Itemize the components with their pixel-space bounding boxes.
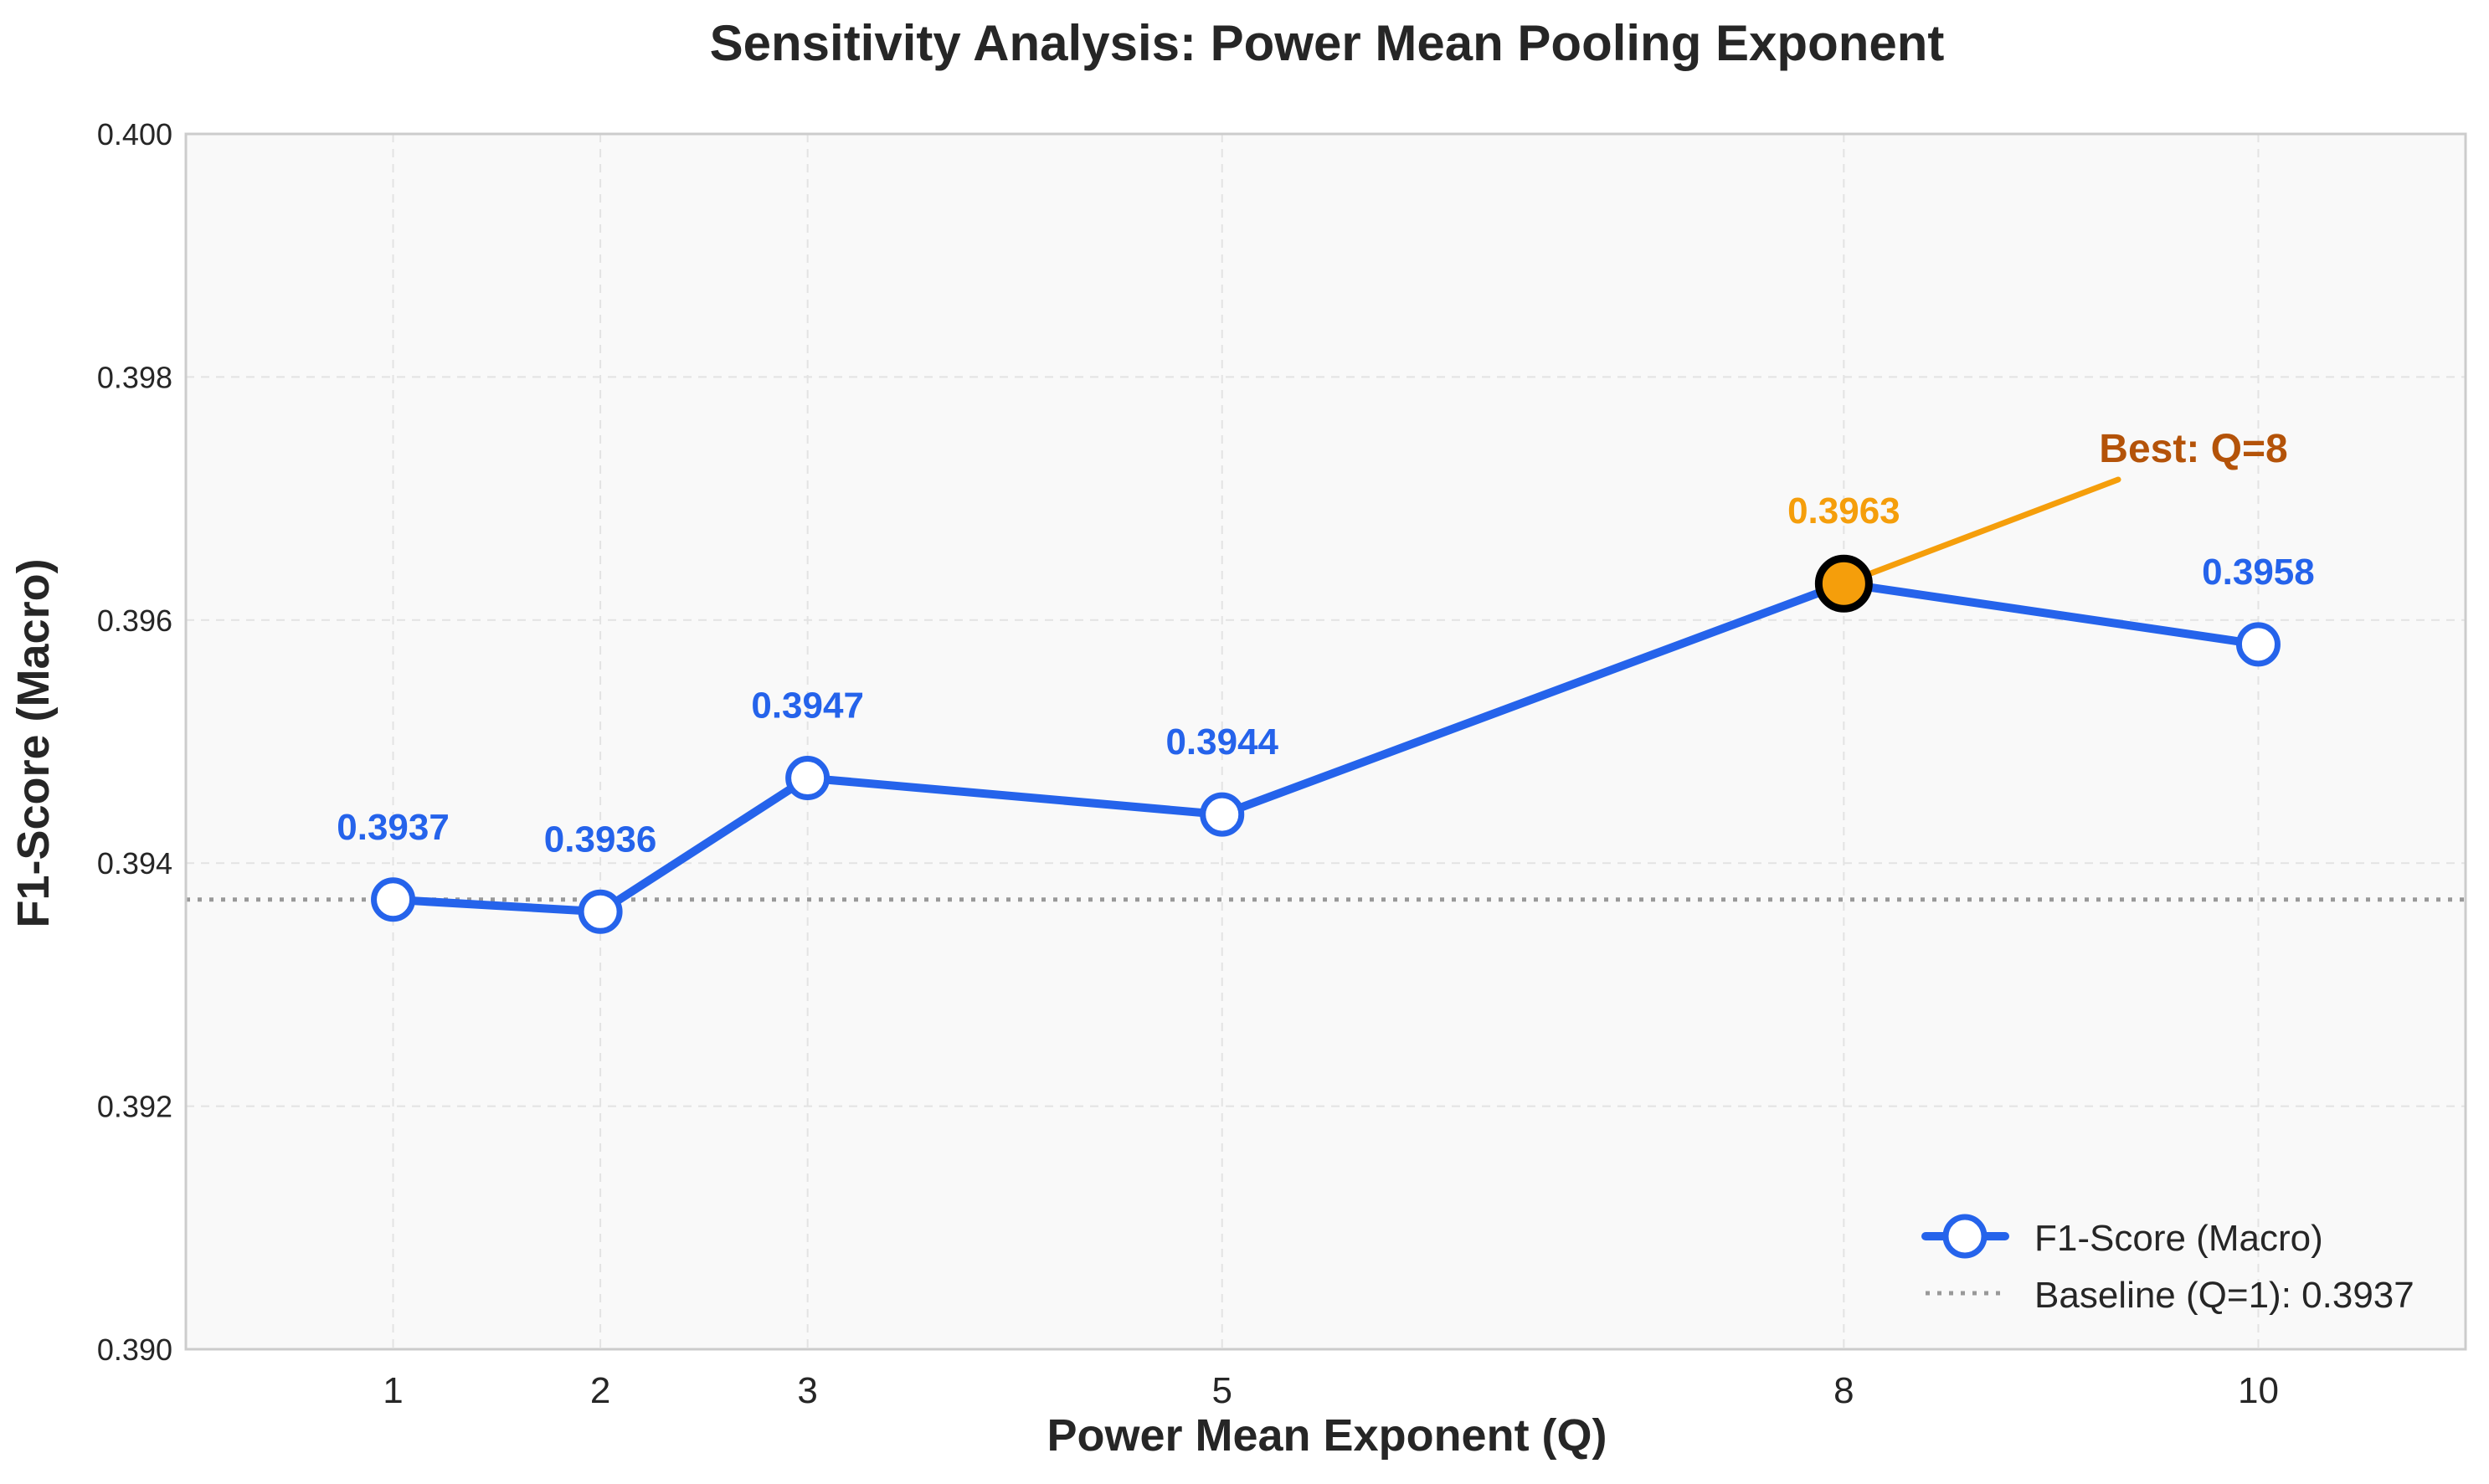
plot-frame xyxy=(184,132,2467,1351)
legend-baseline-label: Baseline (Q=1): 0.3937 xyxy=(2034,1275,2414,1316)
data-label: 0.3936 xyxy=(544,819,657,860)
legend-series-marker xyxy=(1942,1214,1988,1259)
y-tick-label: 0.390 xyxy=(97,1333,172,1367)
y-tick-label: 0.400 xyxy=(97,117,172,151)
data-markers xyxy=(371,554,2281,934)
y-tick-label: 0.394 xyxy=(97,846,172,881)
data-point xyxy=(2235,622,2281,667)
data-point xyxy=(1200,792,1245,837)
data-point xyxy=(371,877,416,922)
x-tick-label: 1 xyxy=(383,1370,403,1411)
data-point xyxy=(785,756,831,801)
y-tick-label: 0.392 xyxy=(97,1090,172,1124)
chart-title: Sensitivity Analysis: Power Mean Pooling… xyxy=(710,15,1945,71)
legend: F1-Score (Macro) Baseline (Q=1): 0.3937 xyxy=(1921,1214,2414,1316)
data-label: 0.3947 xyxy=(751,686,864,727)
x-tick-label: 10 xyxy=(2238,1370,2279,1411)
data-labels: 0.3937 0.3936 0.3947 0.3944 0.3963 0.3958 xyxy=(337,490,2314,860)
data-label: 0.3937 xyxy=(337,807,450,848)
data-label: 0.3963 xyxy=(1787,490,1900,531)
data-point-best xyxy=(1814,554,1873,613)
annotation-arrow xyxy=(1840,476,2121,587)
x-tick-label: 2 xyxy=(590,1370,610,1411)
legend-series-label: F1-Score (Macro) xyxy=(2034,1218,2323,1259)
plot-area xyxy=(186,134,2466,1349)
data-label: 0.3944 xyxy=(1165,721,1278,763)
y-tick-label: 0.398 xyxy=(97,360,172,394)
y-tick-labels: 0.390 0.392 0.394 0.396 0.398 0.400 xyxy=(97,117,172,1367)
x-tick-label: 3 xyxy=(797,1370,817,1411)
y-tick-label: 0.396 xyxy=(97,603,172,638)
x-tick-label: 8 xyxy=(1833,1370,1854,1411)
annotation-best-label: Best: Q=8 xyxy=(2099,427,2287,471)
x-tick-label: 5 xyxy=(1211,1370,1232,1411)
x-tick-labels: 1 2 3 5 8 10 xyxy=(383,1370,2279,1411)
data-label: 0.3958 xyxy=(2202,552,2315,593)
data-point xyxy=(578,889,623,934)
y-axis-label: F1-Score (Macro) xyxy=(8,558,59,927)
x-axis-label: Power Mean Exponent (Q) xyxy=(1047,1410,1607,1461)
series-line xyxy=(388,579,2263,917)
